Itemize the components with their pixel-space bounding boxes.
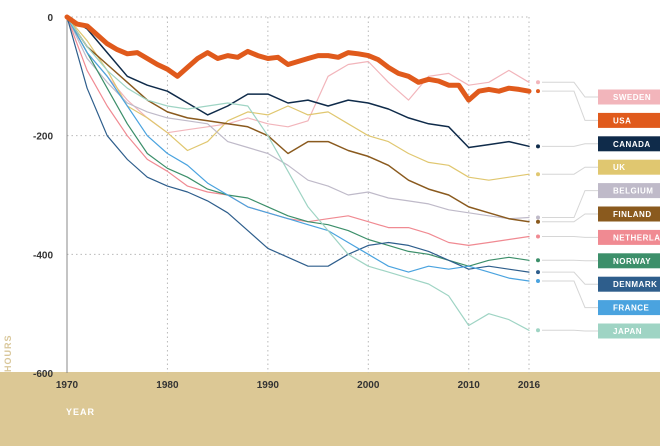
legend-label: SWEDEN bbox=[613, 93, 651, 102]
series-endpoints bbox=[536, 80, 540, 333]
series-endpoint-netherlands bbox=[536, 234, 540, 239]
y-tick-label: 0 bbox=[47, 13, 53, 24]
series-endpoint-belgium bbox=[536, 215, 540, 220]
legend-item-denmark: DENMARK bbox=[598, 276, 660, 292]
series-line-sweden bbox=[66, 16, 530, 134]
legend-swatch bbox=[598, 183, 660, 199]
series-lines bbox=[64, 14, 532, 331]
legend-swatch bbox=[598, 323, 660, 339]
legend-label: DENMARK bbox=[613, 280, 657, 289]
y-tick-label: -400 bbox=[33, 250, 53, 261]
legend-item-belgium: BELGIUM bbox=[598, 183, 660, 199]
legend-label: CANADA bbox=[613, 140, 651, 149]
legend-item-finland: FINLAND bbox=[598, 206, 660, 222]
series-line-japan bbox=[66, 16, 530, 331]
legend-connector bbox=[542, 271, 598, 285]
y-tick-label: -200 bbox=[33, 132, 53, 143]
legend-connector bbox=[542, 190, 598, 219]
x-tick-labels: 1970 1980 1990 2000 2010 2016 bbox=[56, 380, 541, 391]
x-tick-label: 1980 bbox=[156, 380, 179, 391]
legend-item-canada: CANADA bbox=[598, 136, 660, 152]
series-endpoint-denmark bbox=[536, 270, 540, 275]
legend-swatch bbox=[598, 300, 660, 316]
legend-connector bbox=[542, 280, 598, 309]
x-tick-label: 2016 bbox=[518, 380, 541, 391]
legend-label: BELGIUM bbox=[613, 187, 653, 196]
x-tick-label: 2010 bbox=[458, 380, 481, 391]
legend-connector bbox=[542, 236, 598, 238]
legend-label: JAPAN bbox=[613, 327, 642, 336]
legend-item-netherlands: NETHERLANDS bbox=[598, 229, 660, 245]
series-line-denmark bbox=[66, 16, 530, 273]
legend-label: FRANCE bbox=[613, 304, 649, 313]
x-axis-band bbox=[0, 372, 660, 446]
legend-item-japan: JAPAN bbox=[598, 323, 660, 339]
grid bbox=[66, 16, 530, 373]
series-endpoint-finland bbox=[536, 219, 540, 224]
legend-connector bbox=[542, 166, 598, 175]
legend-connectors bbox=[542, 81, 598, 332]
legend-connector bbox=[542, 329, 598, 332]
series-line-finland bbox=[66, 16, 530, 223]
x-tick-label: 2000 bbox=[357, 380, 380, 391]
legend-label: FINLAND bbox=[613, 210, 652, 219]
x-tick-label: 1970 bbox=[56, 380, 79, 391]
legend-connector bbox=[542, 213, 598, 223]
series-endpoint-norway bbox=[536, 258, 540, 263]
series-line-uk bbox=[66, 16, 530, 181]
series-endpoint-france bbox=[536, 279, 540, 284]
y-tick-label: -600 bbox=[33, 369, 53, 380]
legend-item-usa: USA bbox=[598, 112, 660, 128]
legend-swatch bbox=[598, 229, 660, 245]
legend-connector bbox=[542, 259, 598, 262]
series-line-usa bbox=[64, 14, 532, 103]
legend-swatch bbox=[598, 276, 660, 292]
legend-swatch bbox=[598, 159, 660, 175]
series-line-canada bbox=[66, 16, 530, 149]
series-line-belgium bbox=[66, 16, 530, 220]
legend-label: NETHERLANDS bbox=[613, 233, 660, 242]
legend: SWEDEN USA CANADA UK BELGIUM FINLAND NETHERLA N… bbox=[598, 89, 660, 339]
legend-connector bbox=[542, 81, 598, 98]
series-endpoint-sweden bbox=[536, 80, 540, 85]
series-endpoint-canada bbox=[536, 144, 540, 149]
legend-item-norway: NORWAY bbox=[598, 253, 660, 269]
series-endpoint-uk bbox=[536, 172, 540, 177]
y-tick-labels: 0 -200 -400 -600 bbox=[33, 13, 53, 380]
y-axis-title: HOURS bbox=[3, 334, 13, 372]
legend-item-sweden: SWEDEN bbox=[598, 89, 660, 105]
legend-item-france: FRANCE bbox=[598, 300, 660, 316]
legend-swatch bbox=[598, 136, 660, 152]
legend-item-uk: UK bbox=[598, 159, 660, 175]
series-line-france bbox=[66, 16, 530, 282]
series-endpoint-usa bbox=[536, 89, 540, 94]
x-axis-title: YEAR bbox=[66, 407, 95, 417]
legend-connector bbox=[542, 143, 598, 147]
series-endpoint-japan bbox=[536, 328, 540, 333]
legend-label: USA bbox=[613, 116, 631, 125]
legend-swatch bbox=[598, 206, 660, 222]
legend-swatch bbox=[598, 253, 660, 269]
legend-label: NORWAY bbox=[613, 257, 651, 266]
x-tick-label: 1990 bbox=[257, 380, 280, 391]
legend-swatch bbox=[598, 89, 660, 105]
legend-connector bbox=[542, 90, 598, 121]
legend-swatch bbox=[598, 112, 660, 128]
legend-label: UK bbox=[613, 163, 626, 172]
series-line-netherlands bbox=[66, 16, 530, 246]
